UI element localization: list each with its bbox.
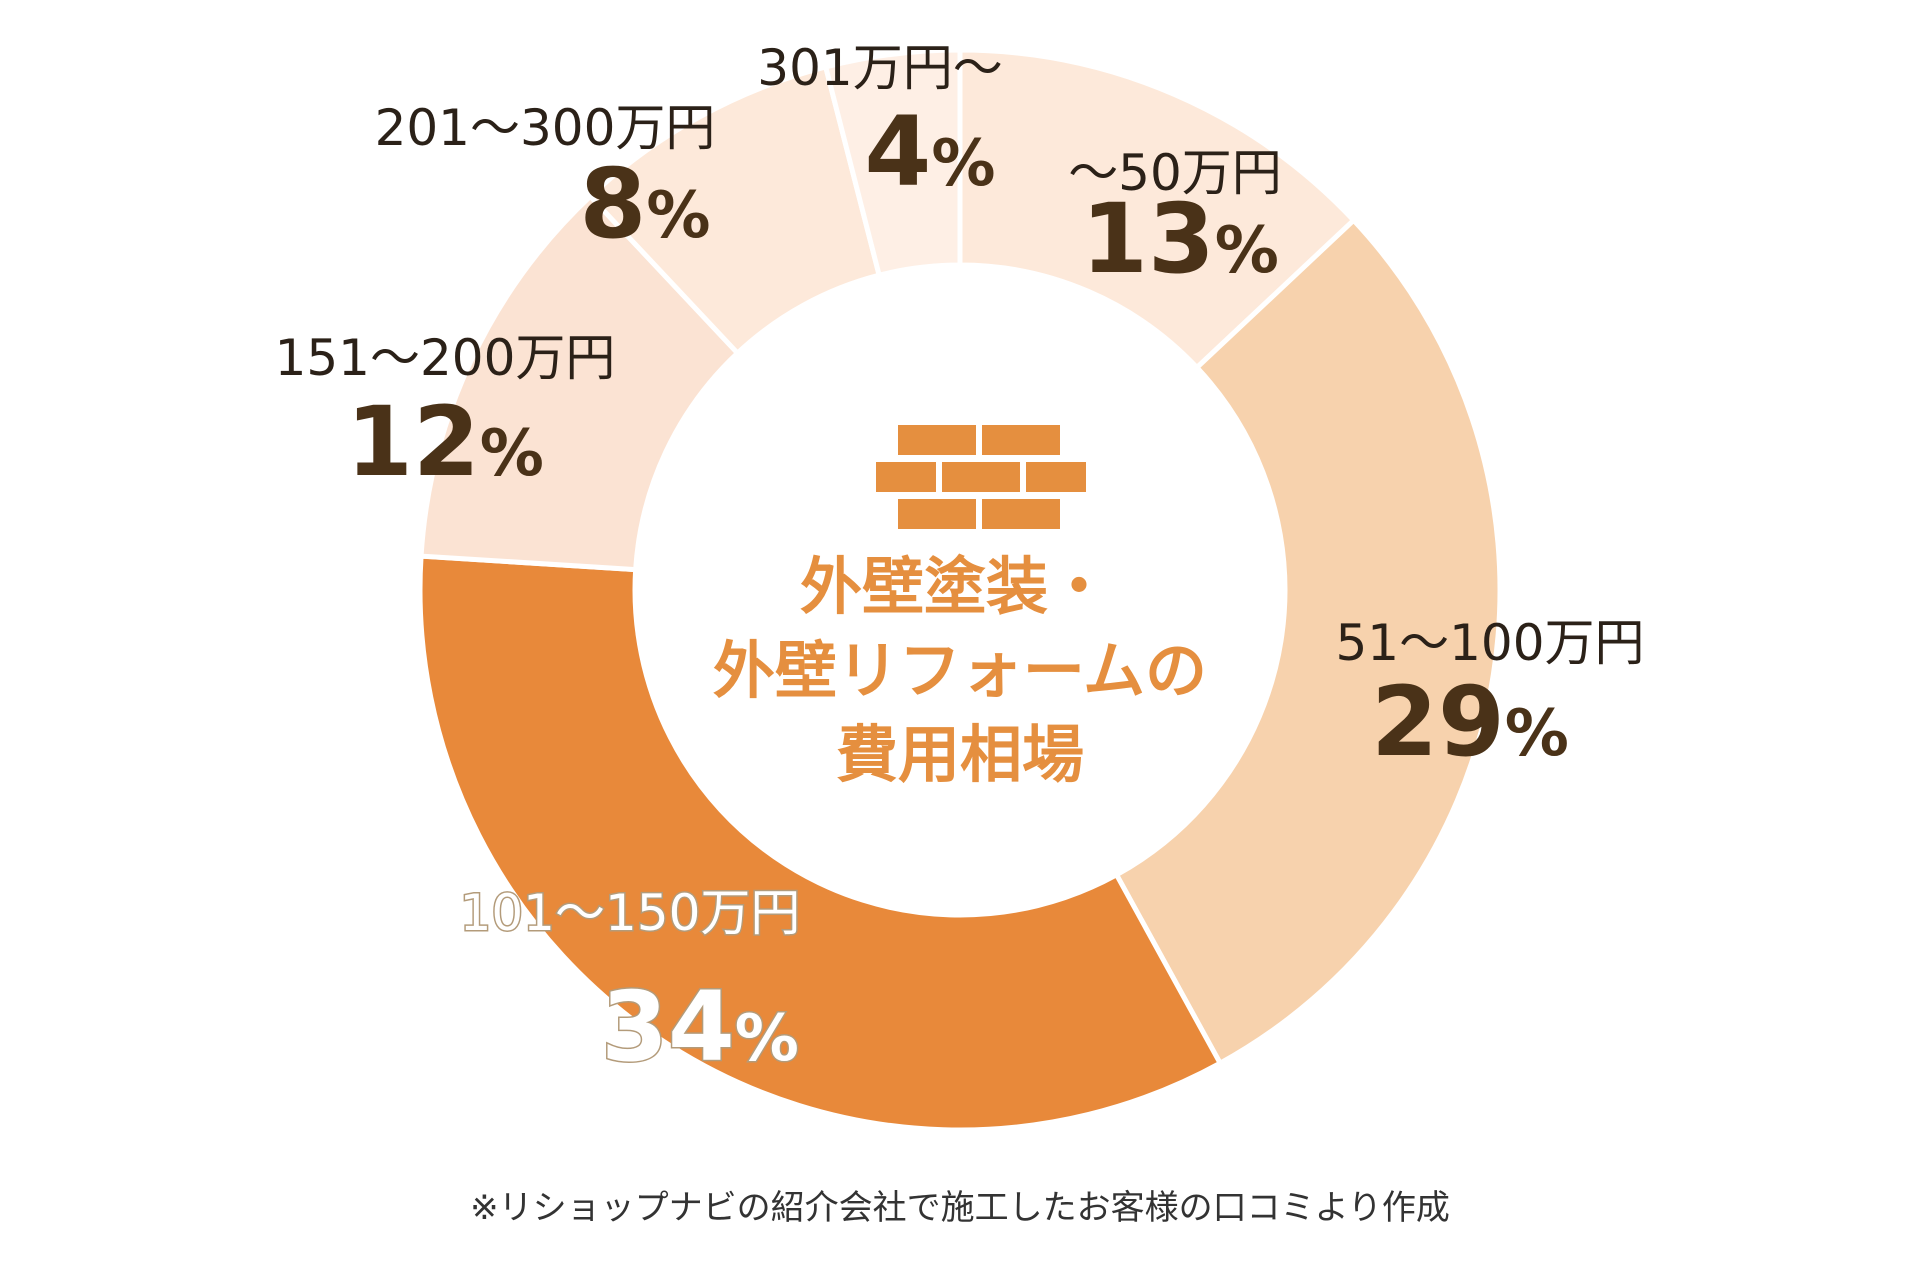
slice-percent-label: 4%	[865, 96, 996, 208]
slice-category-label: 201～300万円	[375, 99, 716, 157]
slice-label-group: 301万円～4%	[757, 39, 1002, 208]
center-title-line: 外壁リフォームの	[713, 634, 1207, 707]
slice-percent-label: 34%	[601, 971, 799, 1083]
slice-label-group: 101～150万円 34%	[458, 883, 802, 1085]
slice-category-label: 101～150万円	[460, 884, 801, 942]
footnote: ※リショップナビの紹介会社で施工したお客様の口コミより作成	[470, 1188, 1450, 1228]
slice-category-label: ～50万円	[1068, 144, 1282, 202]
center-title-line: 外壁塗装・	[800, 550, 1110, 623]
center-disc	[635, 265, 1285, 915]
slice-percent-label: 12%	[346, 386, 544, 498]
slice-percent-label: 29%	[1371, 666, 1569, 778]
slice-category-label: 151～200万円	[275, 329, 616, 387]
slice-category-label: 301万円～	[757, 39, 1002, 97]
slice-percent-label: 8%	[580, 148, 711, 260]
slice-percent-label: 13%	[1081, 183, 1279, 295]
slice-category-label: 51～100万円	[1335, 614, 1644, 672]
center-title-line: 費用相場	[836, 718, 1084, 791]
brick-wall-icon	[876, 425, 1086, 529]
